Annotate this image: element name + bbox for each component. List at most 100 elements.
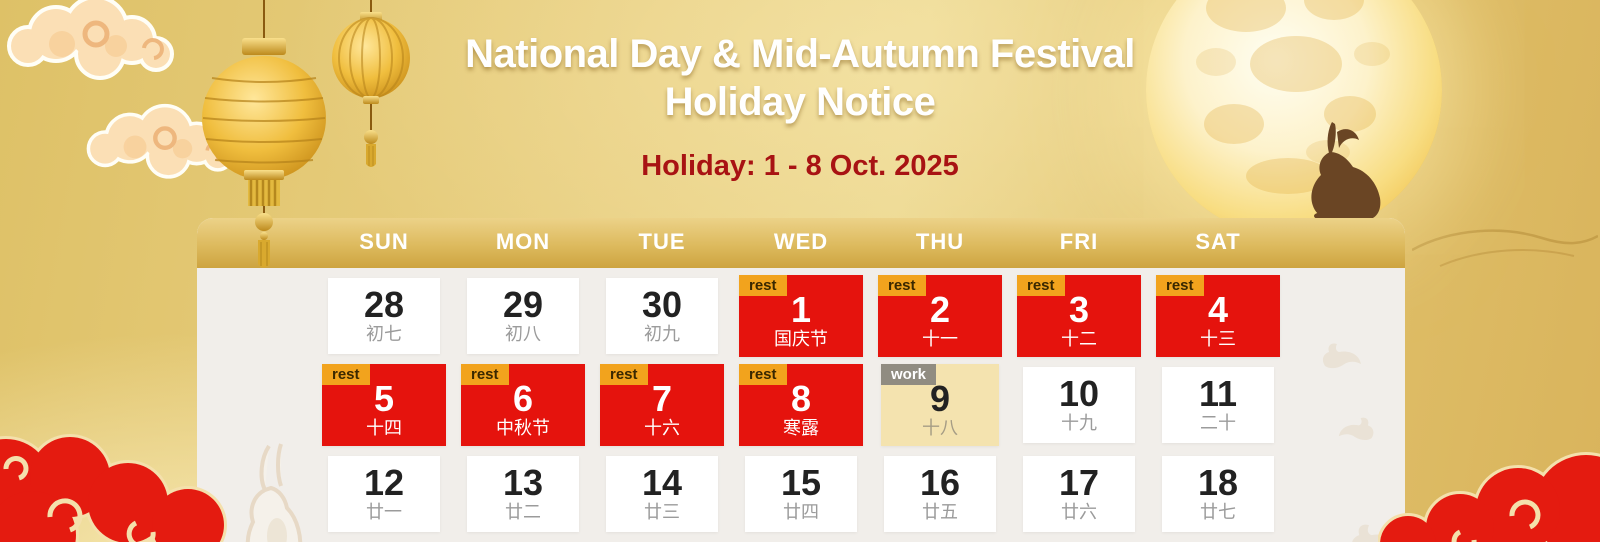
lunar-label: 廿五 [922, 501, 958, 522]
lunar-label: 十六 [644, 417, 680, 438]
rest-badge: rest [878, 274, 926, 296]
calendar-panel: SUN MON TUE WED THU FRI SAT 28 初七 29 初八 30 [197, 218, 1405, 542]
day-number: 18 [1197, 461, 1239, 503]
bird-silhouette-icon [1322, 343, 1361, 369]
rest-badge: rest [1017, 274, 1065, 296]
bird-silhouette-icon [1338, 417, 1374, 441]
lunar-label: 廿二 [505, 501, 541, 522]
weekday-header-sun: SUN [359, 229, 409, 254]
calendar-cell: 11 二十 [1149, 360, 1288, 449]
weekday-header-thu: THU [915, 229, 965, 254]
day-card-9-work: work 9 十八 [881, 363, 999, 446]
banner-heading: National Day & Mid-Autumn Festival Holid… [0, 30, 1600, 183]
lunar-label: 廿四 [783, 501, 819, 522]
lunar-label: 初八 [505, 323, 541, 344]
day-number: 28 [363, 283, 405, 325]
day-number: 3 [1068, 288, 1090, 330]
calendar-week-row: 12 廿一 13 廿二 14 廿三 15 廿四 16 廿五 17 廿六 18 廿七 [315, 449, 1288, 538]
calendar-cell: 12 廿一 [315, 449, 454, 538]
day-card-11: 11 二十 [1162, 366, 1274, 443]
calendar-cell: 10 十九 [1010, 360, 1149, 449]
day-number: 14 [641, 461, 683, 503]
calendar-cell: rest 1 国庆节 [732, 271, 871, 360]
calendar-cell: rest 3 十二 [1010, 271, 1149, 360]
lunar-label: 十九 [1061, 412, 1097, 433]
day-card-6-rest: rest 6 中秋节 [461, 363, 585, 446]
lunar-label: 初七 [366, 323, 402, 344]
day-card-5-rest: rest 5 十四 [322, 363, 446, 446]
wave-lines-icon [1412, 229, 1598, 267]
lunar-label: 廿七 [1200, 501, 1236, 522]
weekday-header-wed: WED [773, 229, 829, 254]
day-card-16: 16 廿五 [884, 455, 996, 532]
lunar-label: 寒露 [783, 417, 819, 438]
day-number: 11 [1198, 372, 1238, 414]
calendar-cell: 13 廿二 [454, 449, 593, 538]
weekday-header-fri: FRI [1059, 229, 1099, 254]
calendar-cell: 28 初七 [315, 271, 454, 360]
calendar-body: 28 初七 29 初八 30 初九 rest 1 国庆节 rest 2 十一 rest 3 十二 rest 4 十… [197, 268, 1405, 542]
calendar-cell: rest 4 十三 [1149, 271, 1288, 360]
lunar-label: 廿三 [644, 501, 680, 522]
day-number: 13 [502, 461, 544, 503]
calendar-cell: 30 初九 [593, 271, 732, 360]
calendar-cell: rest 8 寒露 [732, 360, 871, 449]
rest-badge: rest [461, 363, 509, 385]
day-card-18: 18 廿七 [1162, 455, 1274, 532]
day-number: 1 [790, 288, 812, 330]
calendar-cell: 14 廿三 [593, 449, 732, 538]
rest-badge: rest [1156, 274, 1204, 296]
day-card-17: 17 廿六 [1023, 455, 1135, 532]
day-number: 9 [929, 377, 951, 419]
calendar-cell: rest 6 中秋节 [454, 360, 593, 449]
day-number: 29 [502, 283, 544, 325]
lunar-label: 初九 [644, 323, 680, 344]
calendar-cell: 18 廿七 [1149, 449, 1288, 538]
day-card-2-rest: rest 2 十一 [878, 274, 1002, 357]
rest-badge: rest [322, 363, 370, 385]
day-number: 17 [1058, 461, 1100, 503]
day-number: 12 [363, 461, 405, 503]
day-card-8-rest: rest 8 寒露 [739, 363, 863, 446]
lunar-label: 十八 [922, 417, 958, 438]
bird-silhouette-icon [1352, 524, 1396, 542]
day-card-4-rest: rest 4 十三 [1156, 274, 1280, 357]
day-card-29: 29 初八 [467, 277, 579, 354]
weekday-header-sat: SAT [1195, 229, 1241, 254]
day-number: 6 [512, 377, 534, 419]
calendar-week-row: rest 5 十四 rest 6 中秋节 rest 7 十六 rest 8 寒露 work 9 十八 10 十九… [315, 360, 1288, 449]
weekday-header-tue: TUE [638, 229, 686, 254]
day-number: 15 [780, 461, 822, 503]
lunar-label: 十三 [1200, 328, 1236, 349]
day-card-13: 13 廿二 [467, 455, 579, 532]
banner-title-line2: Holiday Notice [664, 80, 936, 124]
calendar-cell: 29 初八 [454, 271, 593, 360]
day-card-3-rest: rest 3 十二 [1017, 274, 1141, 357]
calendar-cell: rest 7 十六 [593, 360, 732, 449]
lunar-label: 国庆节 [774, 328, 828, 349]
day-number: 16 [919, 461, 961, 503]
calendar-cell: 16 廿五 [871, 449, 1010, 538]
lunar-label: 二十 [1200, 412, 1236, 433]
lunar-label: 十四 [366, 417, 402, 438]
day-card-10: 10 十九 [1023, 366, 1135, 443]
calendar-cell: rest 5 十四 [315, 360, 454, 449]
lunar-label: 廿六 [1061, 501, 1097, 522]
banner-title-line1: National Day & Mid-Autumn Festival [465, 32, 1135, 76]
weekday-header-mon: MON [495, 229, 551, 254]
lunar-label: 中秋节 [496, 417, 550, 438]
day-card-1-rest: rest 1 国庆节 [739, 274, 863, 357]
calendar-cell: rest 2 十一 [871, 271, 1010, 360]
day-number: 10 [1058, 372, 1100, 414]
lunar-label: 十一 [922, 328, 958, 349]
calendar-weekday-header: SUN MON TUE WED THU FRI SAT [197, 218, 1405, 268]
calendar-cell: work 9 十八 [871, 360, 1010, 449]
day-card-7-rest: rest 7 十六 [600, 363, 724, 446]
calendar-cell: 17 廿六 [1010, 449, 1149, 538]
day-card-30: 30 初九 [606, 277, 718, 354]
day-card-14: 14 廿三 [606, 455, 718, 532]
watermark-rabbit-icon [245, 443, 303, 542]
day-number: 5 [373, 377, 395, 419]
day-number: 2 [929, 288, 951, 330]
